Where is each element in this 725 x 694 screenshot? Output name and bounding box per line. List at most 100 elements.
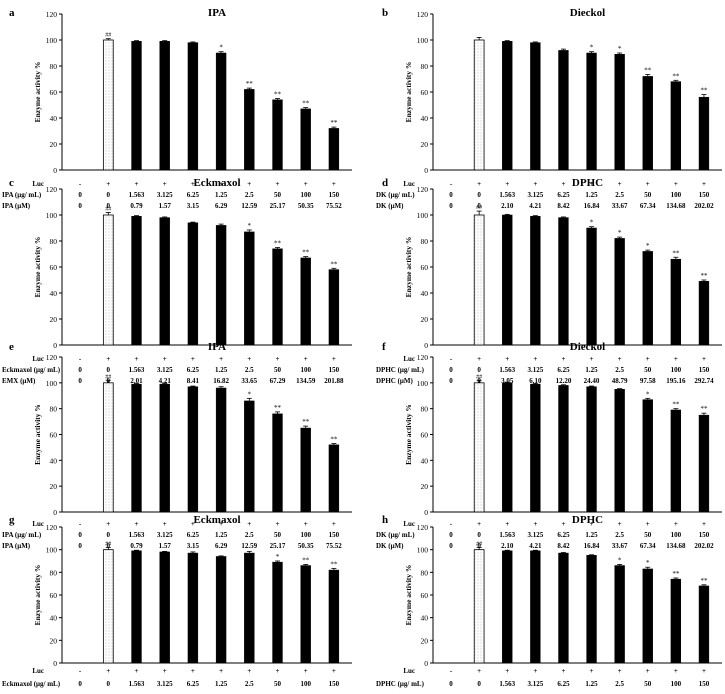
table-cell: 0: [449, 542, 453, 550]
significance-label: **: [302, 556, 310, 564]
table-cell: -: [79, 355, 82, 363]
y-tick-label: 60: [50, 431, 58, 440]
panel-label: c: [9, 177, 14, 189]
table-cell: +: [247, 520, 251, 528]
table-cell: +: [135, 667, 139, 675]
table-row-label: EMX (μM): [2, 377, 36, 385]
chart-title: Dieckol: [570, 7, 605, 19]
y-tick-label: 20: [50, 140, 58, 149]
table-cell: 8.42: [557, 202, 570, 210]
table-cell: 0: [78, 542, 82, 550]
table-cell: 0: [78, 366, 82, 374]
table-cell: +: [163, 180, 167, 188]
table-cell: 2.5: [615, 366, 624, 374]
bar: [473, 39, 485, 171]
table-cell: +: [332, 180, 336, 188]
table-cell: +: [646, 180, 650, 188]
y-tick-label: 80: [50, 62, 58, 71]
significance-label: **: [274, 91, 282, 99]
y-tick-label: 20: [50, 482, 58, 491]
y-tick-label: 120: [417, 353, 429, 362]
bar: [473, 382, 485, 513]
table-cell: 1.25: [585, 531, 598, 539]
y-tick-label: 120: [46, 523, 58, 532]
table-cell: 2.01: [130, 377, 143, 385]
table-cell: 150: [699, 531, 710, 539]
y-tick-label: 40: [50, 456, 58, 465]
table-cell: +: [533, 180, 537, 188]
table-cell: 100: [300, 366, 311, 374]
table-cell: +: [618, 667, 622, 675]
table-cell: +: [646, 667, 650, 675]
significance-label: ##: [105, 541, 111, 547]
table-cell: +: [135, 180, 139, 188]
y-tick-label: 60: [421, 431, 429, 440]
table-cell: 6.25: [557, 191, 570, 199]
table-cell: +: [702, 520, 706, 528]
table-cell: 4.21: [529, 202, 542, 210]
significance-label: ##: [476, 541, 482, 547]
table-row-label: Luc: [32, 180, 44, 188]
bar: [131, 41, 142, 171]
table-cell: +: [332, 520, 336, 528]
table-cell: +: [276, 180, 280, 188]
chart-panel-b: b Dieckol 0 20 40 60 80 100 120 Enzyme activity %…: [376, 7, 722, 210]
table-cell: 1.563: [129, 531, 145, 539]
y-tick-label: 100: [417, 546, 429, 555]
y-tick-label: 60: [50, 591, 58, 600]
table-cell: 3.125: [157, 366, 173, 374]
bar: [614, 54, 625, 171]
y-tick-label: 20: [50, 636, 58, 645]
table-cell: 6.25: [557, 680, 570, 688]
y-tick-label: 80: [421, 405, 429, 414]
chart-title: Dieckol: [570, 341, 605, 353]
significance-label: **: [302, 100, 310, 108]
table-cell: +: [304, 180, 308, 188]
table-cell: +: [590, 180, 594, 188]
table-cell: +: [304, 355, 308, 363]
chart-panel-d: d DPHC 0 20 40 60 80 100 120 Enzyme activity % ## *…: [376, 177, 722, 385]
bar: [502, 382, 513, 513]
significance-label: ##: [476, 374, 482, 380]
bar: [530, 216, 541, 346]
bar: [642, 399, 653, 513]
table-row-label: Luc: [32, 355, 44, 363]
table-row-label: DPHC (μg/ mL): [376, 366, 425, 374]
table-cell: 0: [477, 366, 481, 374]
table-cell: 12.20: [556, 377, 572, 385]
table-cell: +: [106, 355, 110, 363]
y-tick-label: 0: [53, 659, 57, 668]
table-cell: 1.25: [585, 680, 598, 688]
table-cell: 100: [300, 191, 311, 199]
y-tick-label: 100: [417, 36, 429, 45]
bar: [244, 231, 255, 346]
y-tick-label: 0: [53, 341, 57, 350]
significance-label: *: [646, 559, 650, 567]
table-row-label: Luc: [32, 667, 44, 675]
table-cell: +: [276, 667, 280, 675]
bar: [586, 555, 597, 664]
panel-label: e: [9, 341, 14, 353]
table-cell: +: [219, 180, 223, 188]
chart-title: IPA: [208, 7, 226, 19]
bar: [187, 222, 199, 346]
significance-label: **: [700, 577, 708, 585]
y-tick-label: 40: [421, 114, 429, 123]
significance-label: *: [618, 45, 622, 53]
table-cell: +: [247, 667, 251, 675]
table-cell: +: [332, 667, 336, 675]
table-cell: 12.59: [241, 542, 257, 550]
table-cell: 50: [644, 680, 652, 688]
y-tick-label: 80: [50, 568, 58, 577]
table-cell: +: [276, 355, 280, 363]
table-cell: +: [163, 355, 167, 363]
y-tick-label: 0: [424, 166, 428, 175]
table-cell: +: [247, 355, 251, 363]
table-cell: 75.52: [326, 542, 342, 550]
table-cell: +: [561, 180, 565, 188]
y-tick-label: 60: [50, 263, 58, 272]
significance-label: ##: [105, 374, 111, 380]
table-row-label: Luc: [403, 355, 415, 363]
